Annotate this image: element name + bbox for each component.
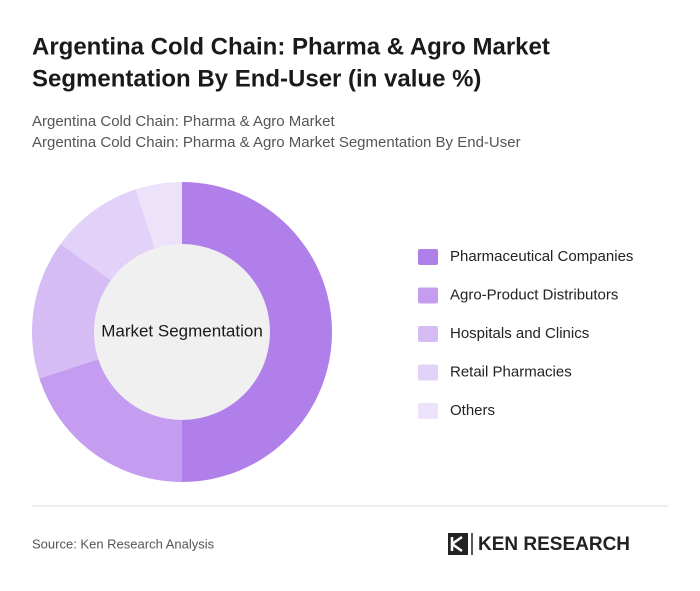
legend-label: Agro-Product Distributors (450, 286, 618, 303)
logo-text: KEN RESEARCH (478, 534, 630, 555)
donut-hole (94, 244, 270, 420)
legend-label: Others (450, 402, 495, 419)
center-label: Market Segmentation (101, 321, 263, 340)
chart-title: Segmentation By End-User (in value %) (32, 65, 481, 92)
legend-swatch (418, 364, 438, 381)
legend-label: Pharmaceutical Companies (450, 248, 633, 265)
subtitle: Argentina Cold Chain: Pharma & Agro Mark… (32, 134, 521, 151)
legend-swatch (418, 326, 438, 342)
legend-swatch (418, 403, 438, 419)
source: Source: Ken Research Analysis (32, 536, 215, 551)
legend-swatch (418, 249, 438, 265)
legend-swatch (418, 287, 438, 304)
logo-icon (448, 533, 473, 555)
chart-title: Argentina Cold Chain: Pharma & Agro Mark… (32, 33, 550, 60)
legend-label: Hospitals and Clinics (450, 325, 589, 342)
subtitle: Argentina Cold Chain: Pharma & Agro Mark… (32, 113, 335, 130)
legend-label: Retail Pharmacies (450, 363, 572, 380)
legend: Pharmaceutical Companies Agro-Product Dis… (418, 248, 633, 419)
